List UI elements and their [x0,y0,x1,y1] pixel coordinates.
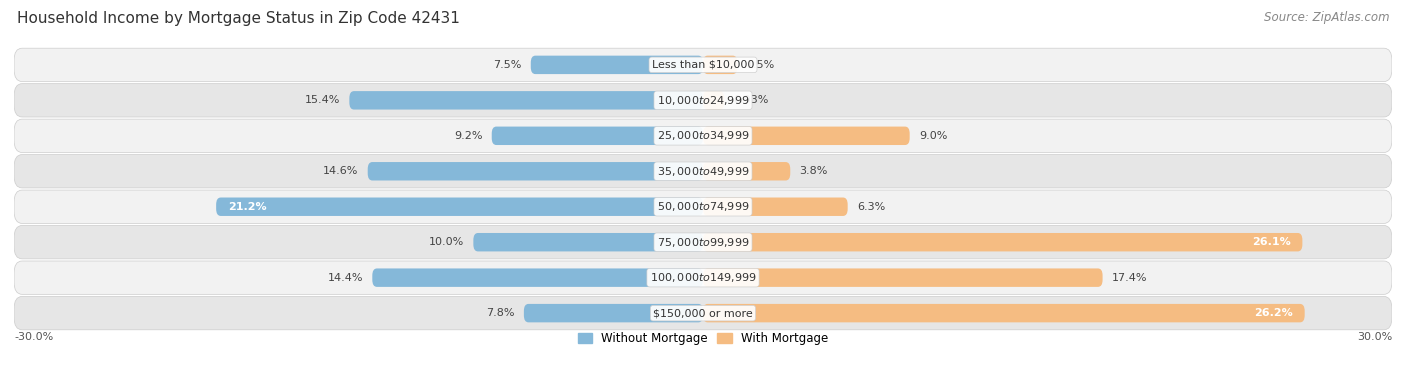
Text: Household Income by Mortgage Status in Zip Code 42431: Household Income by Mortgage Status in Z… [17,11,460,26]
FancyBboxPatch shape [703,127,910,145]
Text: 1.5%: 1.5% [747,60,775,70]
FancyBboxPatch shape [14,190,1392,223]
FancyBboxPatch shape [14,261,1392,294]
FancyBboxPatch shape [14,155,1392,188]
Text: $25,000 to $34,999: $25,000 to $34,999 [657,129,749,142]
Text: 7.5%: 7.5% [494,60,522,70]
Text: 7.8%: 7.8% [486,308,515,318]
Text: 10.0%: 10.0% [429,237,464,247]
Legend: Without Mortgage, With Mortgage: Without Mortgage, With Mortgage [574,327,832,350]
FancyBboxPatch shape [492,127,703,145]
Text: 30.0%: 30.0% [1357,332,1392,342]
Text: 15.4%: 15.4% [305,95,340,105]
Text: 21.2%: 21.2% [228,202,266,212]
FancyBboxPatch shape [14,84,1392,117]
Text: 14.4%: 14.4% [328,273,363,283]
FancyBboxPatch shape [703,233,1302,251]
FancyBboxPatch shape [474,233,703,251]
Text: -30.0%: -30.0% [14,332,53,342]
Text: $50,000 to $74,999: $50,000 to $74,999 [657,200,749,213]
FancyBboxPatch shape [14,226,1392,259]
Text: Less than $10,000: Less than $10,000 [652,60,754,70]
FancyBboxPatch shape [368,162,703,180]
Text: 9.2%: 9.2% [454,131,482,141]
Text: 3.8%: 3.8% [800,166,828,176]
Text: 0.93%: 0.93% [734,95,769,105]
FancyBboxPatch shape [14,48,1392,82]
FancyBboxPatch shape [14,296,1392,330]
Text: $75,000 to $99,999: $75,000 to $99,999 [657,236,749,249]
Text: $150,000 or more: $150,000 or more [654,308,752,318]
FancyBboxPatch shape [349,91,703,110]
FancyBboxPatch shape [703,56,738,74]
FancyBboxPatch shape [14,119,1392,152]
FancyBboxPatch shape [703,304,1305,322]
FancyBboxPatch shape [524,304,703,322]
Text: Source: ZipAtlas.com: Source: ZipAtlas.com [1264,11,1389,24]
Text: 14.6%: 14.6% [323,166,359,176]
Text: 17.4%: 17.4% [1112,273,1147,283]
FancyBboxPatch shape [703,162,790,180]
Text: $35,000 to $49,999: $35,000 to $49,999 [657,165,749,178]
Text: 26.1%: 26.1% [1253,237,1291,247]
Text: 6.3%: 6.3% [856,202,886,212]
Text: $100,000 to $149,999: $100,000 to $149,999 [650,271,756,284]
FancyBboxPatch shape [703,91,724,110]
FancyBboxPatch shape [531,56,703,74]
FancyBboxPatch shape [217,198,703,216]
Text: $10,000 to $24,999: $10,000 to $24,999 [657,94,749,107]
FancyBboxPatch shape [703,198,848,216]
Text: 26.2%: 26.2% [1254,308,1294,318]
FancyBboxPatch shape [703,268,1102,287]
FancyBboxPatch shape [373,268,703,287]
Text: 9.0%: 9.0% [920,131,948,141]
